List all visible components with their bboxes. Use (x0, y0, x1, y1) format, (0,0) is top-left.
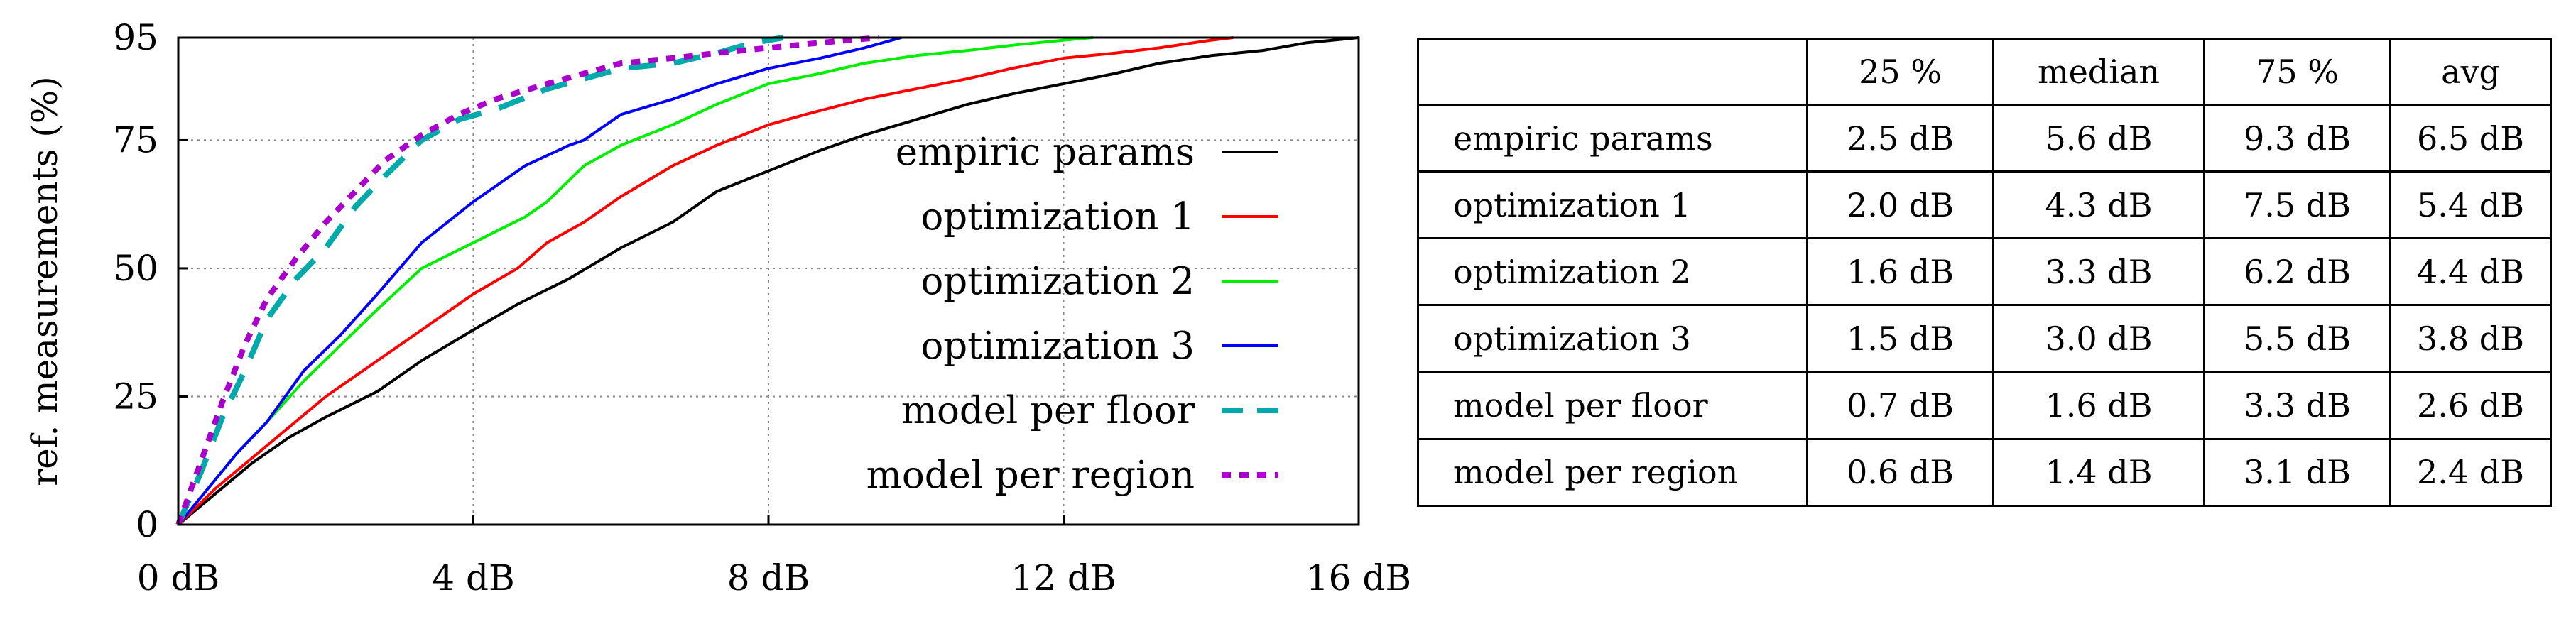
table-cell: 0.6 dB (1806, 437, 1994, 508)
series-line-model-per-region (175, 35, 880, 526)
table-cell: 3.0 dB (1992, 304, 2205, 373)
table-row: empiric params 2.5 dB 5.6 dB 9.3 dB 6.5 … (1417, 103, 2552, 173)
table-cell: 6.5 dB (2389, 103, 2552, 173)
table-cell: 5.6 dB (1992, 103, 2205, 173)
table-cell: 9.3 dB (2203, 103, 2391, 173)
table-cell: 2.5 dB (1806, 103, 1994, 173)
row-label: optimization 1 (1417, 170, 1808, 240)
table-cell: 2.0 dB (1806, 170, 1994, 240)
series-line-optimization-3 (177, 36, 902, 526)
row-label: optimization 2 (1417, 237, 1808, 307)
series-line-optimization-1 (177, 36, 1234, 526)
header-cell: avg (2389, 38, 2552, 106)
legend-label: optimization 1 (920, 195, 1195, 239)
legend-label: model per floor (901, 389, 1195, 432)
table-cell: 2.4 dB (2389, 437, 2552, 508)
y-tick-label: 25 (113, 376, 158, 417)
legend: empiric params optimization 1 optimization… (866, 131, 1278, 497)
header-cell (1417, 38, 1808, 106)
table-cell: 0.7 dB (1806, 371, 1994, 440)
x-tick-label: 0 dB (137, 557, 219, 598)
table-header-row: 25 % median 75 % avg (1417, 38, 2552, 106)
table-row: model per region 0.6 dB 1.4 dB 3.1 dB 2.… (1417, 437, 2552, 508)
row-label: optimization 3 (1417, 304, 1808, 373)
legend-label: optimization 2 (920, 260, 1195, 303)
row-label: empiric params (1417, 103, 1808, 173)
y-tick-label: 50 (113, 248, 158, 289)
table-cell: 3.3 dB (1992, 237, 2205, 307)
table-cell: 2.6 dB (2389, 371, 2552, 440)
table-row: optimization 3 1.5 dB 3.0 dB 5.5 dB 3.8 … (1417, 304, 2552, 373)
legend-label: model per region (866, 454, 1195, 497)
table-row: optimization 1 2.0 dB 4.3 dB 7.5 dB 5.4 … (1417, 170, 2552, 240)
grid-lines (178, 38, 1359, 525)
x-tick-label: 8 dB (727, 557, 810, 598)
table-cell: 4.4 dB (2389, 237, 2552, 307)
header-cell: 25 % (1806, 38, 1994, 106)
stats-table: 25 % median 75 % avg empiric params 2.5 … (1417, 38, 2552, 508)
table-cell: 3.1 dB (2203, 437, 2391, 508)
y-tick-label: 0 (136, 504, 158, 545)
table-cell: 3.8 dB (2389, 304, 2552, 373)
legend-label: optimization 3 (920, 324, 1195, 368)
table-cell: 1.4 dB (1992, 437, 2205, 508)
y-tick-label: 75 (113, 119, 158, 160)
table-row: optimization 2 1.6 dB 3.3 dB 6.2 dB 4.4 … (1417, 237, 2552, 307)
table-cell: 5.5 dB (2203, 304, 2391, 373)
series-lines (175, 35, 1359, 526)
x-tick-label: 4 dB (432, 557, 514, 598)
table-cell: 1.5 dB (1806, 304, 1994, 373)
series-line-model-per-floor (175, 35, 784, 526)
header-cell: median (1992, 38, 2205, 106)
x-tick-label: 16 dB (1306, 557, 1411, 598)
table-cell: 4.3 dB (1992, 170, 2205, 240)
table-row: model per floor 0.7 dB 1.6 dB 3.3 dB 2.6… (1417, 371, 2552, 440)
table-cell: 3.3 dB (2203, 371, 2391, 440)
legend-label: empiric params (896, 131, 1195, 174)
y-axis-title: ref. measurements (%) (24, 76, 65, 486)
table-cell: 1.6 dB (1806, 237, 1994, 307)
x-tick-label: 12 dB (1011, 557, 1116, 598)
row-label: model per floor (1417, 371, 1808, 440)
table-cell: 6.2 dB (2203, 237, 2391, 307)
table-cell: 1.6 dB (1992, 371, 2205, 440)
table-cell: 7.5 dB (2203, 170, 2391, 240)
axis-ticks: 0 dB 4 dB 8 dB 12 dB 16 dB 0 25 50 75 95 (113, 17, 1411, 598)
y-tick-label: 95 (113, 17, 158, 58)
series-line-optimization-2 (177, 36, 1094, 526)
series-line-empiric-params (177, 36, 1359, 526)
header-cell: 75 % (2203, 38, 2391, 106)
row-label: model per region (1417, 437, 1808, 508)
table-cell: 5.4 dB (2389, 170, 2552, 240)
cdf-chart: 0 dB 4 dB 8 dB 12 dB 16 dB 0 25 50 75 95 ref. mea… (24, 17, 1411, 598)
